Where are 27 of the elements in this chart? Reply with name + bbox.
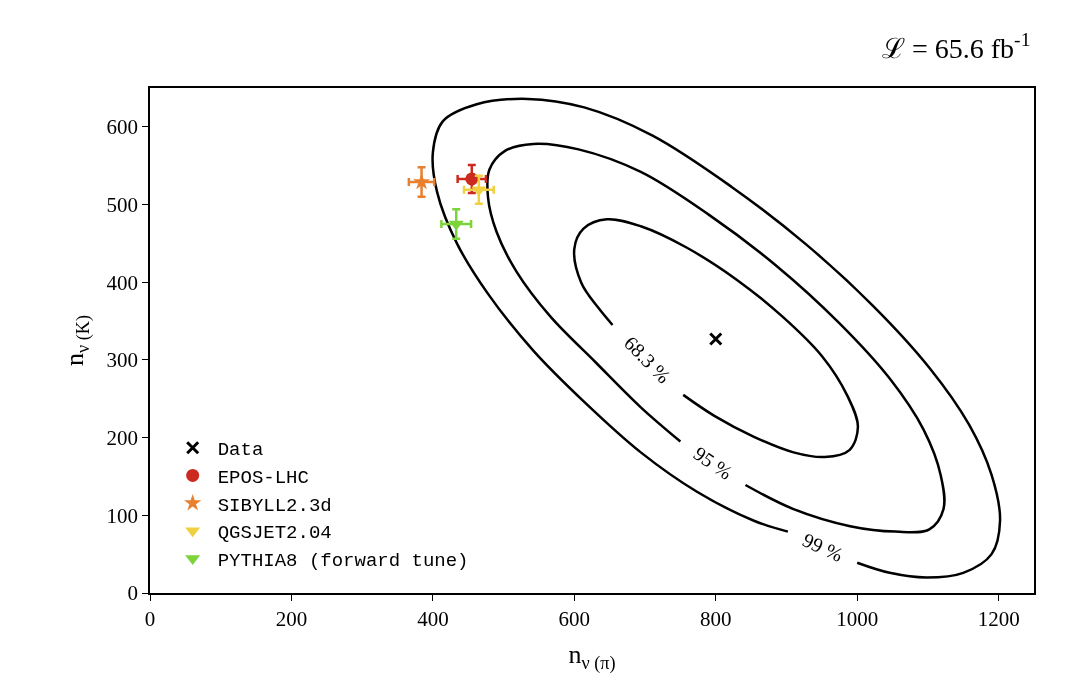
legend-label: EPOS-LHC (217, 466, 309, 489)
legend-label: QGSJET2.04 (217, 522, 332, 545)
y-tick-label: 600 (106, 115, 139, 140)
x-tick-label: 1200 (977, 606, 1020, 631)
x-tick-label: 0 (144, 606, 156, 631)
y-tick-label: 400 (106, 270, 139, 295)
y-tick-label: 0 (127, 581, 139, 606)
y-tick-label: 100 (106, 503, 139, 528)
legend-label: PYTHIA8 (forward tune) (217, 549, 469, 572)
line-series (486, 142, 946, 534)
x-tick-label: 200 (275, 606, 308, 631)
y-tick-label: 300 (106, 348, 139, 373)
legend-label: SIBYLL2.3d (217, 494, 332, 517)
y-tick-label: 200 (106, 425, 139, 450)
annotation: 99 % (799, 528, 847, 566)
chart-title: ℒ = 65.6 fb$^{-1}$ (881, 29, 1031, 64)
point (708, 331, 723, 346)
y-tick-label: 500 (106, 192, 139, 217)
x-tick-label: 800 (700, 606, 732, 631)
x-tick-label: 600 (558, 606, 591, 631)
point (465, 172, 479, 186)
x-axis-title: n$_{ν (π)}$ (568, 640, 616, 674)
annotation: 68.3 % (619, 331, 676, 388)
x-tick-label: 400 (417, 606, 449, 631)
legend-label: Data (217, 439, 264, 462)
annotation: 95 % (689, 442, 737, 484)
x-tick-label: 1000 (836, 606, 879, 631)
